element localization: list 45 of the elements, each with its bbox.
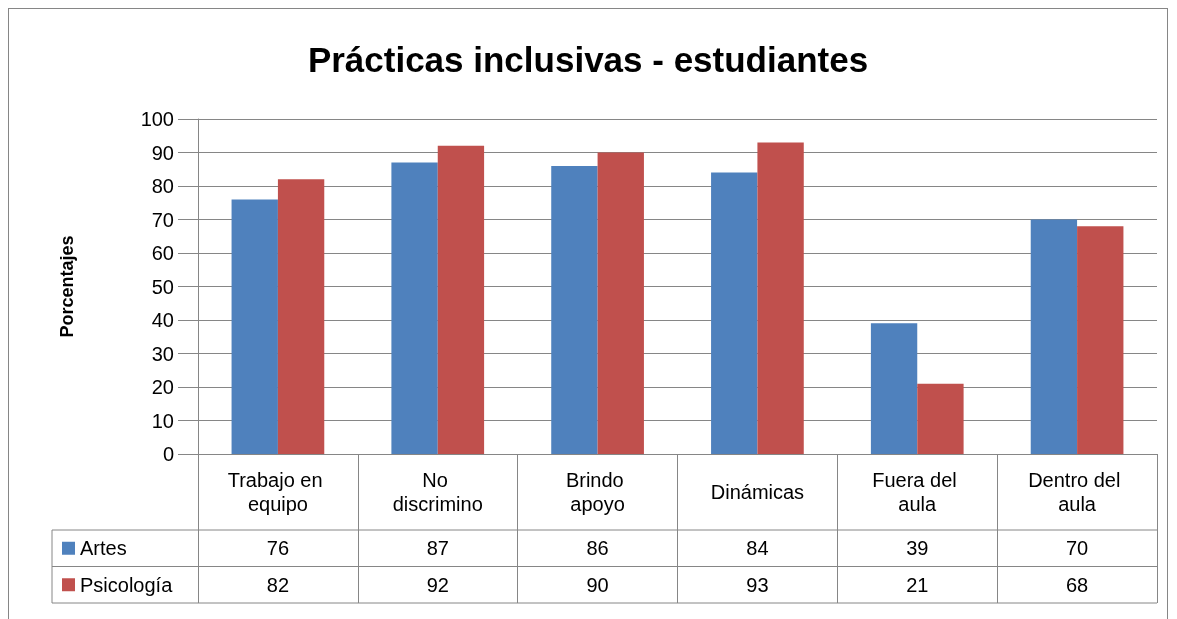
data-label: 76 [266,537,290,560]
y-tick-label: 40 [151,309,174,331]
y-tick-label: 80 [151,175,174,197]
bar [870,323,918,454]
bar [1030,219,1078,454]
bar [437,145,485,454]
data-label: 87 [426,537,449,560]
bar [277,179,325,454]
y-tick-label: 10 [151,409,174,432]
data-label: 39 [906,537,929,560]
y-tick-label: 50 [151,275,174,298]
data-label: 70 [1065,537,1089,560]
data-label: 82 [266,573,290,596]
y-tick-label: 70 [151,208,174,231]
y-tick-label: 100 [140,108,174,130]
data-label: 86 [586,537,609,560]
legend-label: Psicología [80,573,174,596]
data-label: 21 [906,573,929,596]
data-label: 93 [746,573,769,596]
y-tick-label: 60 [151,242,174,264]
x-tick-label: No discrimino [392,469,483,515]
y-tick-label: 0 [162,443,174,465]
bar [757,142,804,454]
data-label: 68 [1065,573,1089,596]
bar [231,199,278,454]
data-label: 92 [426,573,449,596]
bar [391,162,438,454]
x-tick-label: Fuera del aula [872,469,963,515]
legend-label: Artes [80,537,127,560]
x-tick-label: Dentro del aula [1028,469,1127,515]
y-axis-title: Porcentajes [57,235,77,338]
y-tick-label: 90 [151,141,174,164]
chart-title: Prácticas inclusivas - estudiantes [307,40,869,79]
bar [1077,226,1124,454]
data-label: 90 [586,573,609,596]
x-tick-label: Trabajo en equipo [227,469,329,515]
bar [917,383,964,454]
bar [551,165,598,454]
bar [597,152,644,454]
data-label: 84 [746,537,769,560]
bar [711,172,758,454]
x-tick-label: Brindo apoyo [565,469,630,515]
x-tick-label: Dinámicas [710,481,805,503]
y-tick-label: 30 [151,342,174,365]
y-tick-label: 20 [151,376,174,398]
